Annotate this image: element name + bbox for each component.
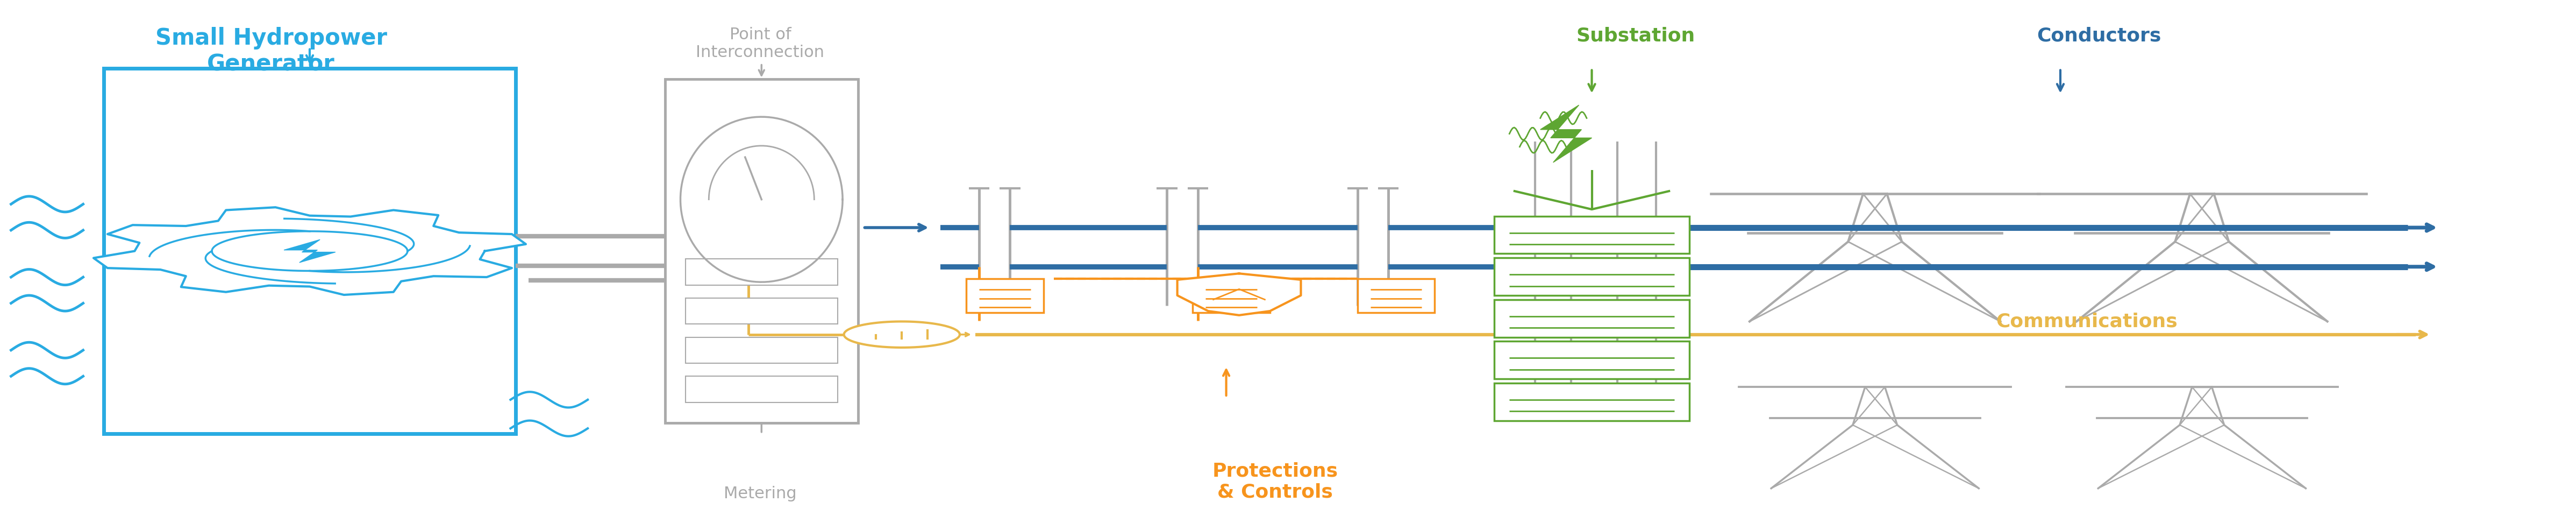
Bar <box>1494 383 1690 420</box>
Text: Point of
Interconnection: Point of Interconnection <box>696 27 824 61</box>
Bar <box>103 69 515 434</box>
Text: Conductors: Conductors <box>2038 27 2161 45</box>
Polygon shape <box>1177 274 1301 315</box>
Text: Substation: Substation <box>1577 27 1695 45</box>
Text: Protections
& Controls: Protections & Controls <box>1213 462 1337 502</box>
Polygon shape <box>93 207 526 295</box>
Text: Communications: Communications <box>1996 312 2177 331</box>
Bar <box>685 337 837 363</box>
Bar <box>1494 342 1690 379</box>
Bar <box>685 259 837 285</box>
Bar <box>665 79 858 423</box>
Polygon shape <box>1540 105 1592 163</box>
Polygon shape <box>680 117 842 282</box>
Bar <box>966 279 1043 313</box>
Bar <box>1494 300 1690 337</box>
Text: Metering: Metering <box>724 486 796 502</box>
Bar <box>1193 279 1270 313</box>
Bar <box>685 376 837 402</box>
Bar <box>685 298 837 324</box>
Bar <box>1494 258 1690 295</box>
Bar <box>1494 216 1690 254</box>
Polygon shape <box>211 231 407 271</box>
Bar <box>1358 279 1435 313</box>
Text: Small Hydropower
Generator: Small Hydropower Generator <box>155 27 386 75</box>
Polygon shape <box>283 240 335 263</box>
Polygon shape <box>845 322 961 348</box>
